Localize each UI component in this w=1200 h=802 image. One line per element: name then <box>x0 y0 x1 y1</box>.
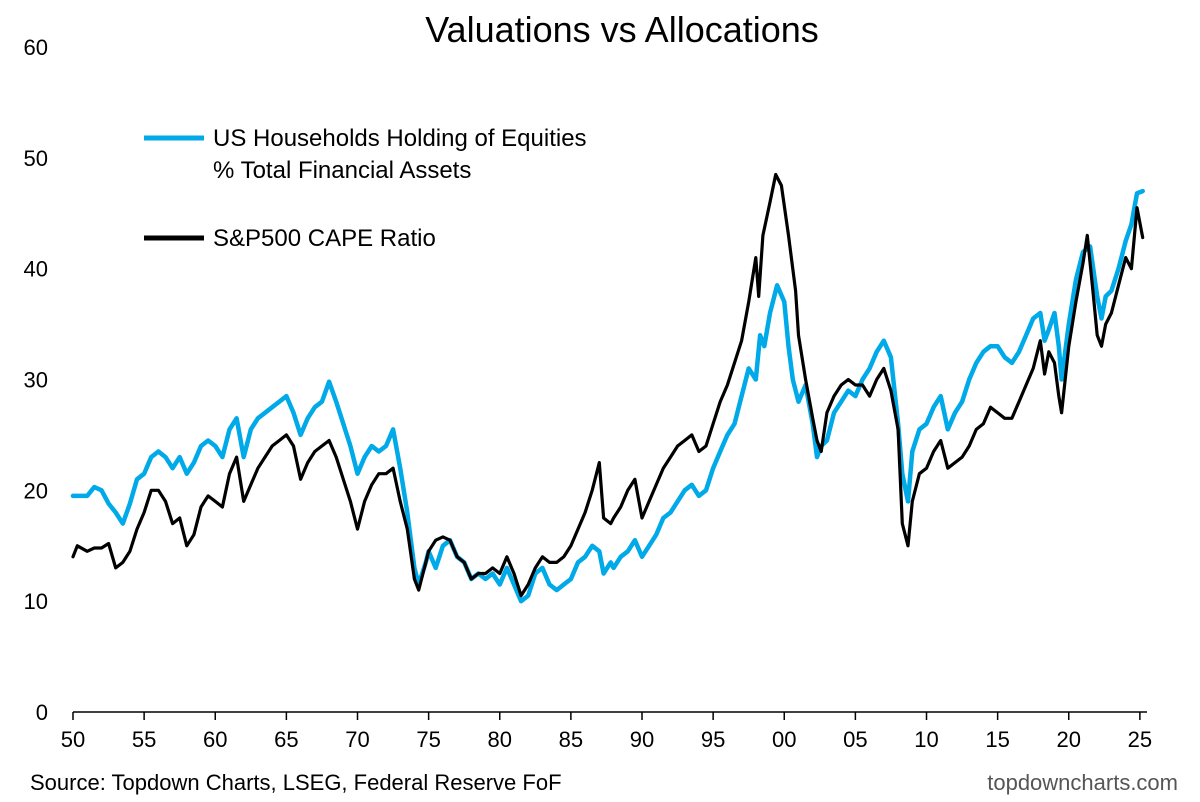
y-tick-label: 20 <box>24 478 48 503</box>
x-tick-label: 55 <box>132 727 156 752</box>
legend: US Households Holding of Equities % Tota… <box>144 125 587 252</box>
x-tick-label: 60 <box>203 727 227 752</box>
series-line-sp500-cape <box>71 172 1145 598</box>
x-tick-label: 50 <box>61 727 85 752</box>
x-tick-label: 10 <box>914 727 938 752</box>
legend-label-households-line1: US Households Holding of Equities <box>213 125 587 152</box>
x-tick-label: 20 <box>1057 727 1081 752</box>
x-tick-label: 70 <box>345 727 369 752</box>
legend-label-households-line2: % Total Financial Assets <box>213 157 471 184</box>
x-tick-label: 05 <box>843 727 867 752</box>
y-tick-label: 60 <box>24 35 48 60</box>
y-tick-label: 30 <box>24 368 48 393</box>
source-note: Source: Topdown Charts, LSEG, Federal Re… <box>30 770 562 795</box>
series-layer <box>70 172 1145 604</box>
x-tick-label: 15 <box>985 727 1009 752</box>
x-tick-label: 75 <box>416 727 440 752</box>
x-axis-ticks: 50 55 60 65 70 75 80 85 90 95 00 05 10 15 20 25 <box>61 712 1152 752</box>
y-axis-tick-labels: 0 10 20 30 40 50 60 <box>24 35 48 725</box>
legend-label-cape: S&P500 CAPE Ratio <box>213 225 436 252</box>
x-tick-label: 25 <box>1128 727 1152 752</box>
x-tick-label: 95 <box>701 727 725 752</box>
chart-title: Valuations vs Allocations <box>425 9 819 50</box>
y-tick-label: 40 <box>24 257 48 282</box>
y-tick-label: 50 <box>24 146 48 171</box>
x-tick-label: 85 <box>559 727 583 752</box>
x-tick-label: 90 <box>630 727 654 752</box>
x-tick-label: 65 <box>274 727 298 752</box>
x-tick-label: 00 <box>772 727 796 752</box>
y-tick-label: 10 <box>24 589 48 614</box>
x-tick-label: 80 <box>488 727 512 752</box>
brand-watermark: topdowncharts.com <box>987 770 1178 795</box>
series-line-us-households-equities <box>70 188 1145 604</box>
y-tick-label: 0 <box>36 700 48 725</box>
